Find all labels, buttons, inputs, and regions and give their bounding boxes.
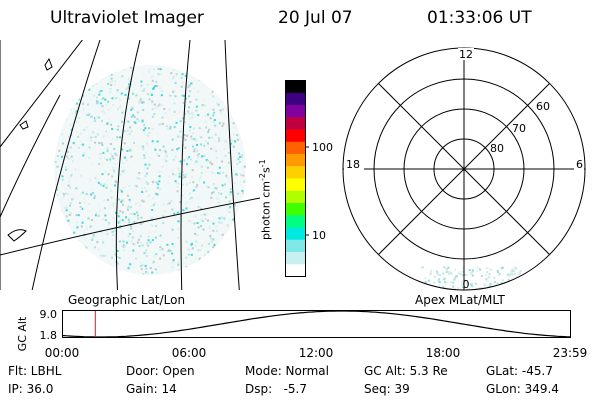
colorbar-tick-label-10: 10 bbox=[312, 229, 326, 242]
mlat-label-80: 80 bbox=[490, 142, 504, 155]
colorbar-units-label: photon cm-2s-1 bbox=[258, 159, 273, 240]
colorbar-cell bbox=[285, 141, 306, 155]
status-seq: Seq: 39 bbox=[364, 382, 410, 396]
colorbar-cell bbox=[285, 117, 306, 130]
geographic-image-panel bbox=[0, 40, 260, 290]
date-label: 20 Jul 07 bbox=[278, 8, 353, 28]
label-bg bbox=[344, 157, 364, 171]
longitude-line bbox=[0, 40, 83, 148]
colorbar-cell bbox=[285, 227, 306, 241]
colorbar-cell bbox=[285, 166, 306, 179]
colorbar-units-base: photon cm bbox=[259, 181, 273, 240]
geographic-caption: Geographic Lat/Lon bbox=[68, 293, 186, 307]
altitude-curve bbox=[62, 310, 571, 338]
longitude-line bbox=[115, 40, 141, 290]
status-glat: GLat: -45.7 bbox=[486, 364, 553, 378]
altitude-xtick-0000: 00:00 bbox=[45, 346, 80, 360]
time-label: 01:33:06 UT bbox=[427, 8, 532, 28]
mlt-label-18: 18 bbox=[346, 158, 360, 171]
mlt-label-12: 12 bbox=[459, 48, 473, 61]
altitude-xtick-1200: 12:00 bbox=[299, 346, 334, 360]
altitude-ytick-top: 9.0 bbox=[40, 308, 58, 321]
polar-mlat-mlt-plot: 12 18 6 0 60 70 80 bbox=[342, 47, 586, 291]
status-door: Door: Open bbox=[126, 364, 195, 378]
colorbar-cell bbox=[285, 178, 306, 192]
colorbar-cell bbox=[285, 92, 306, 106]
altitude-plot: GC Alt 9.0 1.8 00:00 06:00 12:00 18:00 2… bbox=[16, 308, 588, 360]
polar-caption: Apex MLat/MLT bbox=[415, 293, 505, 307]
colorbar-cell bbox=[285, 252, 306, 265]
longitude-line bbox=[224, 40, 240, 290]
longitude-line bbox=[180, 40, 191, 290]
longitude-line bbox=[31, 40, 101, 290]
colorbar-cell bbox=[285, 129, 306, 143]
colorbar-cell bbox=[285, 203, 306, 216]
instrument-title: Ultraviolet Imager bbox=[50, 8, 204, 28]
mlt-label-0: 0 bbox=[463, 278, 470, 291]
polar-diagonal bbox=[378, 83, 550, 255]
status-ip: IP: 36.0 bbox=[8, 382, 54, 396]
status-gc-alt: GC Alt: 5.3 Re bbox=[364, 364, 448, 378]
status-glon: GLon: 349.4 bbox=[486, 382, 559, 396]
altitude-ylabel: GC Alt bbox=[16, 316, 29, 351]
altitude-ytick-bottom: 1.8 bbox=[40, 329, 58, 342]
colorbar-units-exp2: -1 bbox=[258, 159, 267, 168]
altitude-plot-frame bbox=[62, 310, 571, 338]
mlt-label-6: 6 bbox=[576, 158, 583, 171]
colorbar-units-s: s bbox=[259, 167, 273, 174]
colorbar-cell bbox=[285, 190, 306, 204]
colorbar-units-exp1: -2 bbox=[258, 173, 267, 182]
longitude-line bbox=[0, 94, 61, 219]
colorbar: 100 10 bbox=[285, 80, 333, 277]
label-bg bbox=[574, 157, 584, 171]
altitude-xtick-1800: 18:00 bbox=[426, 346, 461, 360]
colorbar-tick-label-100: 100 bbox=[312, 141, 333, 154]
colorbar-cell bbox=[285, 105, 306, 118]
status-mode: Mode: Normal bbox=[245, 364, 329, 378]
colorbar-cell bbox=[285, 80, 306, 94]
mlat-label-70: 70 bbox=[512, 122, 526, 135]
status-dsp: Dsp: -5.7 bbox=[245, 382, 308, 396]
auroral-emission-image bbox=[54, 65, 246, 275]
latitude-line bbox=[0, 197, 260, 256]
altitude-xtick-2359: 23:59 bbox=[553, 346, 588, 360]
colorbar-frame bbox=[285, 80, 306, 277]
altitude-xtick-0600: 06:00 bbox=[172, 346, 207, 360]
status-flt: Flt: LBHL bbox=[8, 364, 62, 378]
status-gain: Gain: 14 bbox=[126, 382, 177, 396]
mlat-label-60: 60 bbox=[536, 100, 550, 113]
polar-emission-image bbox=[420, 266, 522, 290]
colorbar-cell bbox=[285, 239, 306, 253]
colorbar-cell bbox=[285, 264, 306, 277]
colorbar-cell bbox=[285, 215, 306, 228]
coastline bbox=[7, 57, 53, 242]
colorbar-cell bbox=[285, 154, 306, 167]
label-bg bbox=[458, 48, 474, 60]
